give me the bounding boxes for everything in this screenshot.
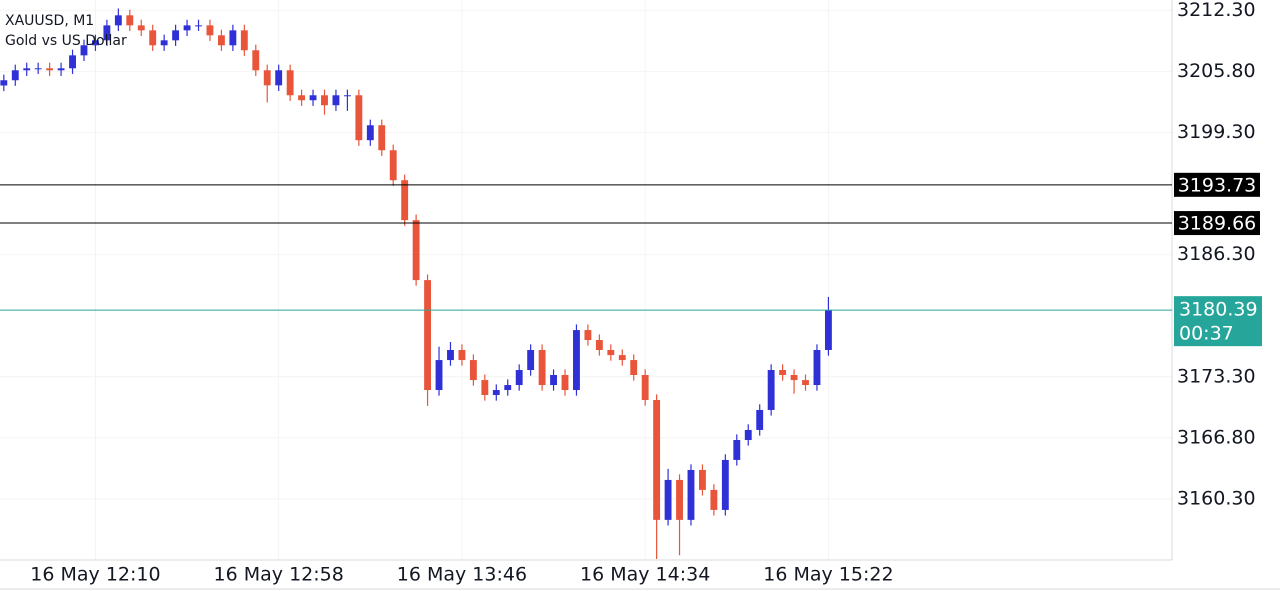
candle-body [618,355,626,361]
candle-body [57,68,65,71]
y-tick-label: 3205.80 [1177,60,1256,82]
candle-body [527,350,535,371]
candle-body [355,95,363,141]
candle-body [229,30,237,46]
candle-body [504,385,512,391]
candle-body [710,489,718,510]
candle-body [515,370,523,386]
candle-body [733,440,741,460]
candle-body [23,68,31,71]
candle-body [664,479,672,520]
candle-body [332,95,340,106]
candle-body [550,374,557,386]
candle-body [653,399,661,520]
candle-body [378,125,386,151]
y-tick-label: 3186.30 [1177,243,1256,265]
candle-body [126,15,134,26]
candle-body [744,429,752,441]
y-tick-label: 3166.80 [1177,426,1256,448]
candle-body [160,40,168,46]
candle-body [573,330,580,391]
candle-body [183,25,191,31]
candle-body [263,70,271,86]
candle-body [286,70,294,96]
candle-body [584,330,592,341]
candle-body [46,68,54,71]
candle-body [275,70,283,86]
candle-body [538,350,546,386]
candle-body [756,409,764,430]
candle-body [458,350,466,361]
candle-body [767,370,775,410]
candle-body [366,125,374,141]
candle-body [172,30,180,41]
candles [0,8,832,560]
candle-body [687,469,695,520]
candle-body [137,25,145,31]
candle-body [389,150,397,181]
current-price-label: 3180.39 [1179,299,1258,321]
candle-body [561,374,569,391]
candle-body [217,35,225,46]
y-tick-label: 3160.30 [1177,487,1256,509]
x-tick-label: 16 May 13:46 [397,564,527,586]
x-tick-label: 16 May 15:22 [763,564,893,586]
candle-body [641,374,649,400]
candle-body [149,30,157,46]
candle-body [779,370,787,375]
candle-body [595,340,603,350]
candle-body [103,25,111,41]
x-tick-label: 16 May 14:34 [580,564,710,586]
countdown-label: 00:37 [1179,323,1234,345]
candle-body [92,40,99,46]
candle-body [69,55,76,69]
price-line-label: 3189.66 [1178,213,1257,235]
current-price-label-bg [1174,296,1262,347]
price-line-label-bg [1174,172,1260,197]
candle-body [401,180,409,221]
candle-body [298,95,306,101]
candle-body [34,68,42,70]
candle-body [481,380,489,396]
x-tick-label: 16 May 12:58 [214,564,344,586]
y-tick-label: 3173.30 [1177,365,1256,387]
price-line-label: 3193.73 [1178,174,1257,196]
candle-body [447,350,454,361]
candle-body [321,95,328,106]
y-tick-label: 3212.30 [1177,0,1256,21]
candle-body [813,350,821,386]
chart-title: XAUUSD, M1 [5,13,94,29]
candle-body [343,95,351,97]
candle-body [80,45,88,56]
x-tick-label: 16 May 12:10 [30,564,160,586]
candle-body [676,479,683,520]
candle-body [424,280,432,391]
y-tick-label: 3199.30 [1177,121,1256,143]
candle-body [195,25,202,27]
grid [0,0,1172,560]
candle-body [607,350,615,356]
candle-body [240,30,248,51]
candle-body [699,469,706,490]
candle-body [412,220,420,281]
price-line-label-bg [1174,211,1260,236]
candle-body [206,25,214,36]
candle-body [790,374,798,381]
candle-body [309,95,317,101]
candle-body [11,70,19,81]
candle-body [802,380,809,386]
candle-body [469,360,477,381]
candle-body [492,390,500,396]
candle-body [252,50,260,71]
candle-body [435,360,443,391]
chart-subtitle: Gold vs US Dollar [5,33,127,49]
candle-body [721,459,729,510]
candle-body [630,360,638,375]
candle-body [0,80,8,86]
candle-body [114,15,122,26]
candle-body [824,310,832,350]
